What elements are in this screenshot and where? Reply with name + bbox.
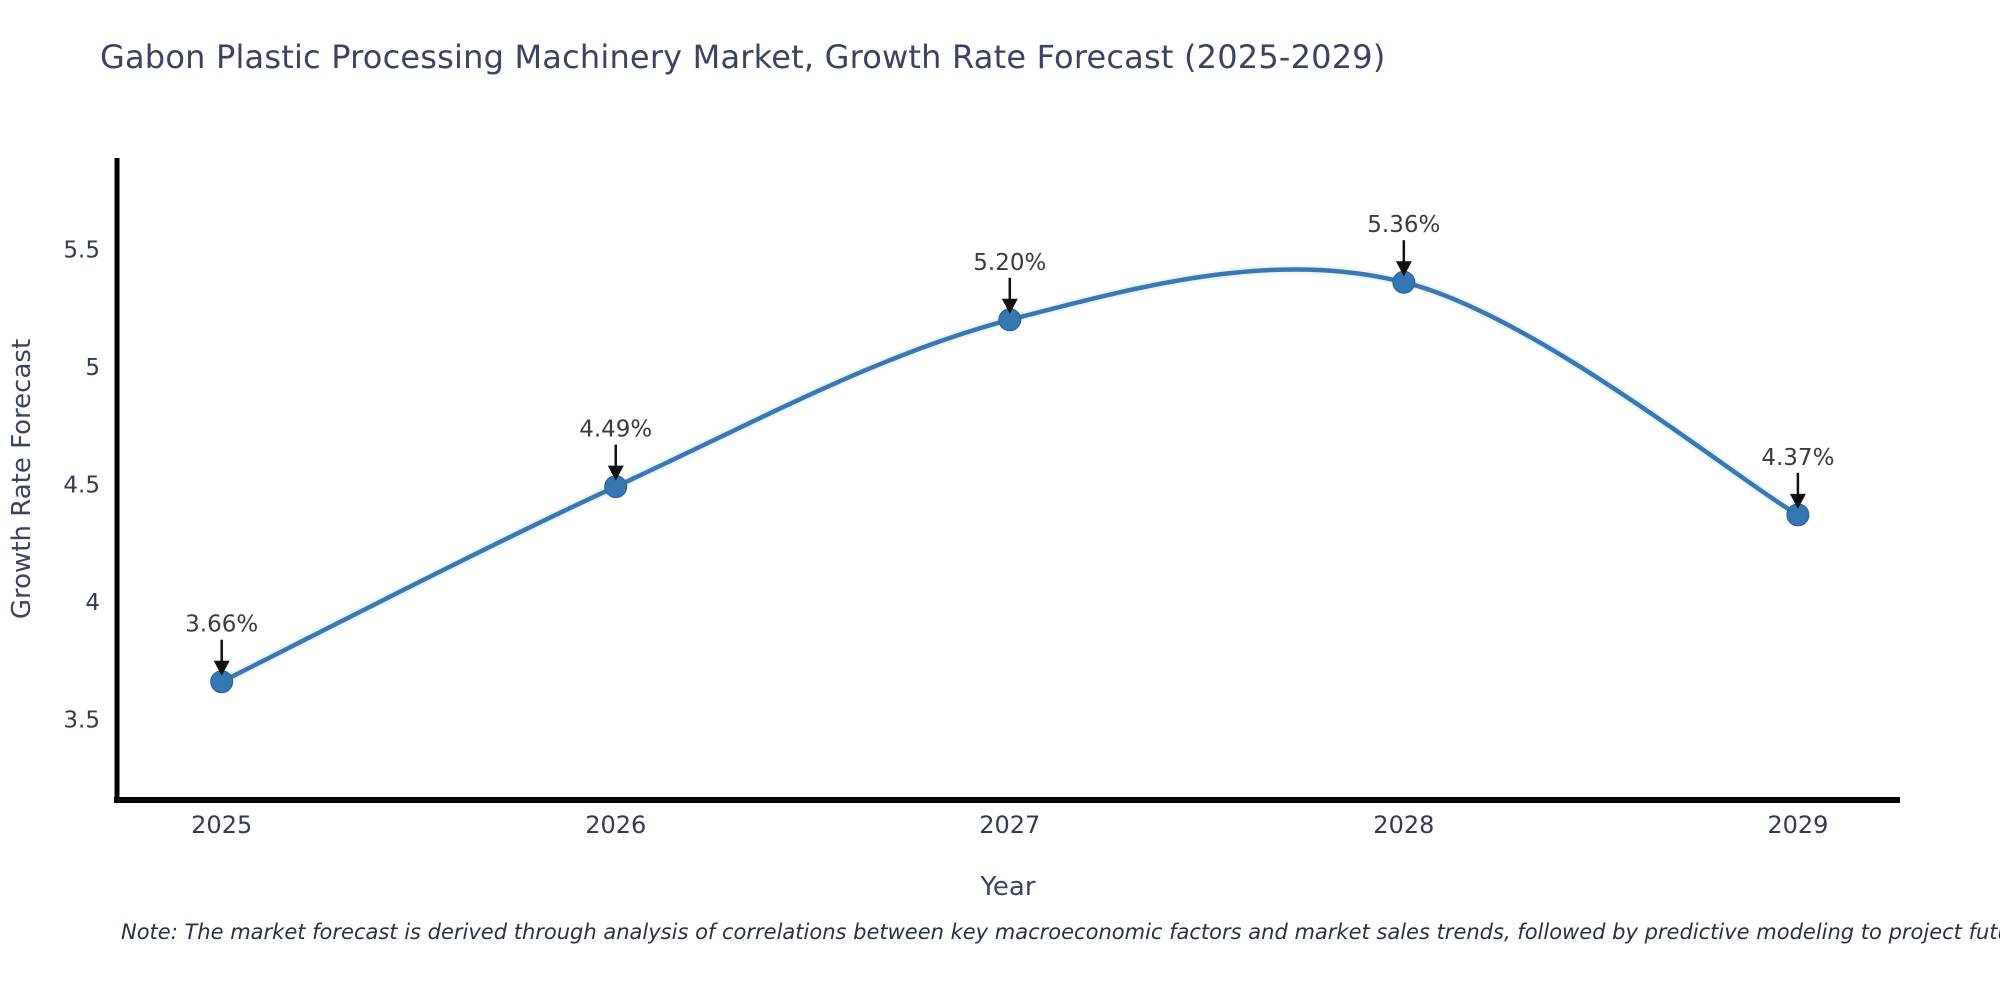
y-tick-label: 5.5 <box>63 237 100 263</box>
x-tick-label: 2027 <box>979 811 1040 839</box>
point-value-label: 5.36% <box>1367 212 1440 238</box>
y-tick-label: 5 <box>85 355 100 381</box>
y-axis-title: Growth Rate Forecast <box>7 339 37 619</box>
chart-title: Gabon Plastic Processing Machinery Marke… <box>100 38 1386 76</box>
x-axis-title: Year <box>979 872 1035 902</box>
y-tick-label: 4.5 <box>63 472 100 498</box>
y-tick-label: 4 <box>85 590 100 616</box>
x-tick-label: 2025 <box>191 811 252 839</box>
x-tick-label: 2029 <box>1767 811 1828 839</box>
annotation-arrowhead <box>1001 298 1018 314</box>
point-value-label: 3.66% <box>185 612 258 638</box>
y-tick-label: 3.5 <box>63 707 100 733</box>
point-value-label: 4.37% <box>1761 445 1834 471</box>
annotation-arrowhead <box>1395 261 1412 277</box>
point-value-label: 5.20% <box>973 250 1046 276</box>
annotation-arrowhead <box>1789 493 1806 509</box>
point-value-label: 4.49% <box>579 417 652 443</box>
x-tick-label: 2028 <box>1373 811 1434 839</box>
chart-footnote: Note: The market forecast is derived thr… <box>121 920 2000 944</box>
x-tick-label: 2026 <box>585 811 646 839</box>
annotation-arrowhead <box>213 660 230 676</box>
annotation-arrowhead <box>607 465 624 481</box>
